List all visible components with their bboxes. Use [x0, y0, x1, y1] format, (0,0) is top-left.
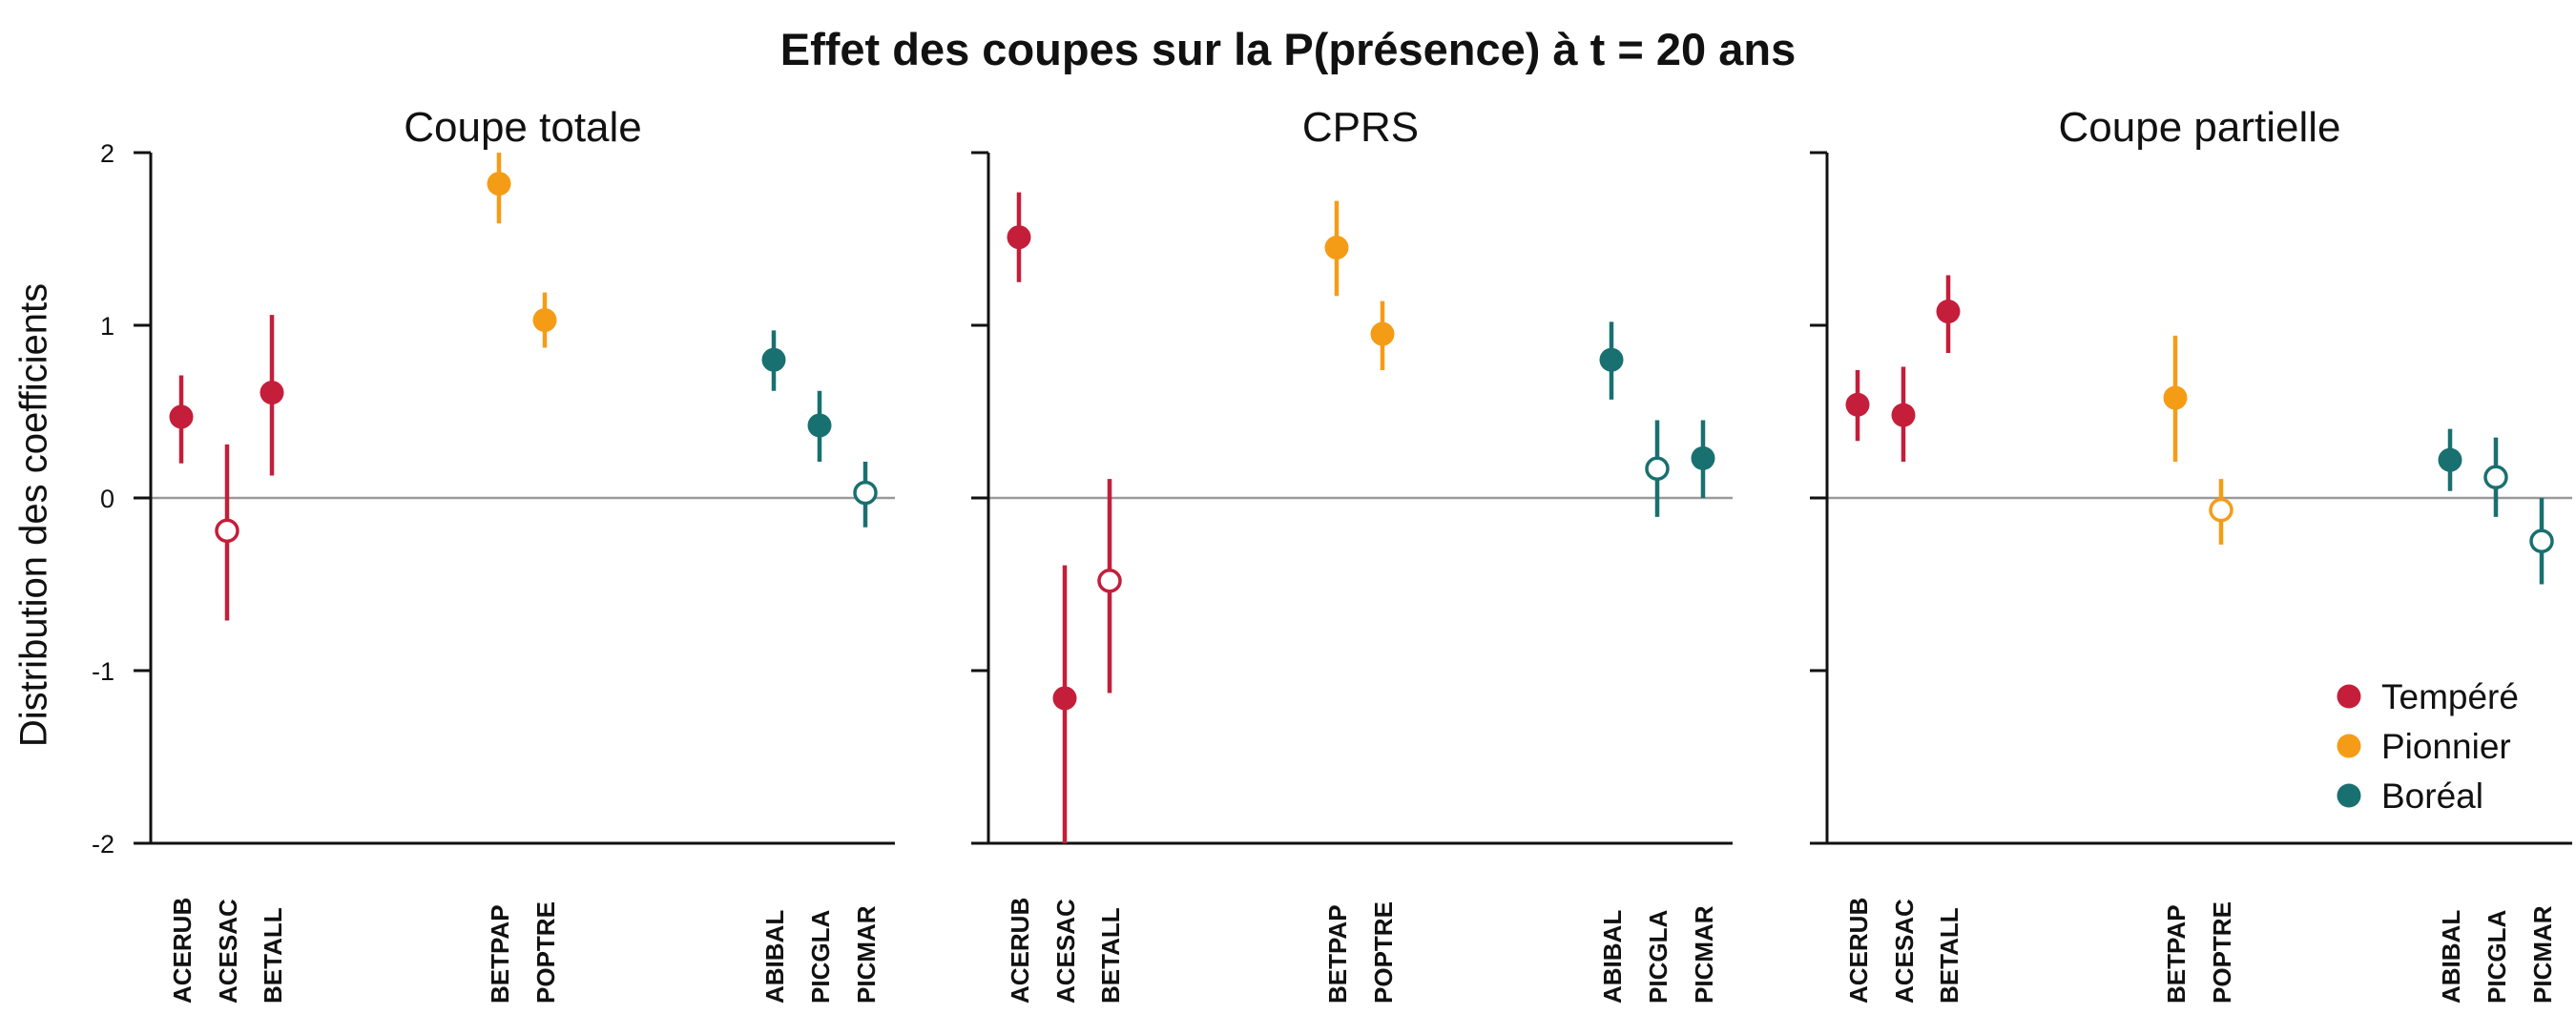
- species-tick-label: ACERUB: [1006, 898, 1034, 1004]
- species-tick-label: PICGLA: [1644, 910, 1672, 1004]
- species-tick-label: PICGLA: [2483, 910, 2511, 1004]
- legend-label: Pionnier: [2381, 727, 2511, 766]
- point-marker: [2483, 465, 2508, 490]
- point-marker: [853, 480, 878, 506]
- point-marker: [1891, 403, 1916, 427]
- species-tick-label: ACERUB: [168, 898, 197, 1004]
- point-marker: [1007, 225, 1031, 250]
- species-tick-label: POPTRE: [531, 901, 560, 1004]
- point-marker: [1324, 236, 1349, 260]
- panel-title: CPRS: [1302, 104, 1419, 151]
- species-tick-label: POPTRE: [2208, 901, 2236, 1004]
- legend-marker: [2337, 734, 2361, 758]
- y-tick-label: 1: [100, 312, 114, 341]
- species-tick-label: ACESAC: [1051, 899, 1080, 1004]
- species-tick-label: ABIBAL: [1598, 910, 1627, 1004]
- point-marker: [215, 518, 239, 544]
- panel-title: Coupe partielle: [2059, 104, 2341, 151]
- point-marker: [2438, 447, 2462, 472]
- point-marker: [1845, 392, 1870, 417]
- point-marker: [1691, 445, 1715, 470]
- y-tick-label: 0: [100, 485, 114, 513]
- legend-label: Tempéré: [2381, 677, 2519, 716]
- point-marker: [487, 172, 511, 197]
- point-marker: [169, 404, 194, 429]
- species-tick-label: PICMAR: [2528, 905, 2557, 1004]
- point-marker: [1052, 686, 1077, 711]
- point-marker: [2529, 528, 2554, 553]
- chart-title: Effet des coupes sur la P(présence) à t …: [779, 24, 1797, 74]
- point-marker: [2209, 497, 2233, 523]
- species-tick-label: ACESAC: [214, 899, 242, 1004]
- species-tick-label: BETALL: [1935, 907, 1963, 1004]
- point-marker: [761, 347, 786, 372]
- species-tick-label: PICMAR: [852, 905, 881, 1004]
- species-tick-label: POPTRE: [1369, 901, 1398, 1004]
- species-tick-label: ACERUB: [1844, 898, 1873, 1004]
- point-marker: [807, 413, 832, 438]
- species-tick-label: ACESAC: [1890, 899, 1919, 1004]
- point-marker: [2163, 385, 2188, 410]
- species-tick-label: BETPAP: [2162, 904, 2191, 1004]
- point-marker: [1645, 456, 1670, 481]
- point-marker: [1097, 569, 1122, 593]
- y-tick-label: -2: [92, 830, 114, 859]
- y-tick-label: 2: [100, 139, 114, 168]
- point-marker: [532, 308, 557, 333]
- species-tick-label: PICGLA: [806, 910, 835, 1004]
- legend-label: Boréal: [2381, 776, 2483, 816]
- y-axis-label: Distribution des coefficients: [12, 282, 55, 748]
- legend-marker: [2337, 783, 2361, 808]
- panel-title: Coupe totale: [404, 104, 642, 151]
- y-tick-label: -1: [92, 657, 114, 686]
- species-tick-label: BETPAP: [1323, 904, 1352, 1004]
- species-tick-label: BETALL: [259, 907, 287, 1004]
- point-marker: [1370, 321, 1395, 346]
- species-tick-label: ABIBAL: [760, 910, 789, 1004]
- legend-marker: [2337, 684, 2361, 709]
- point-marker: [260, 381, 284, 405]
- species-tick-label: PICMAR: [1690, 905, 1718, 1004]
- point-marker: [1936, 300, 1961, 324]
- species-tick-label: BETALL: [1096, 907, 1125, 1004]
- point-marker: [1599, 347, 1624, 372]
- species-tick-label: ABIBAL: [2437, 910, 2465, 1004]
- species-tick-label: BETPAP: [486, 904, 514, 1004]
